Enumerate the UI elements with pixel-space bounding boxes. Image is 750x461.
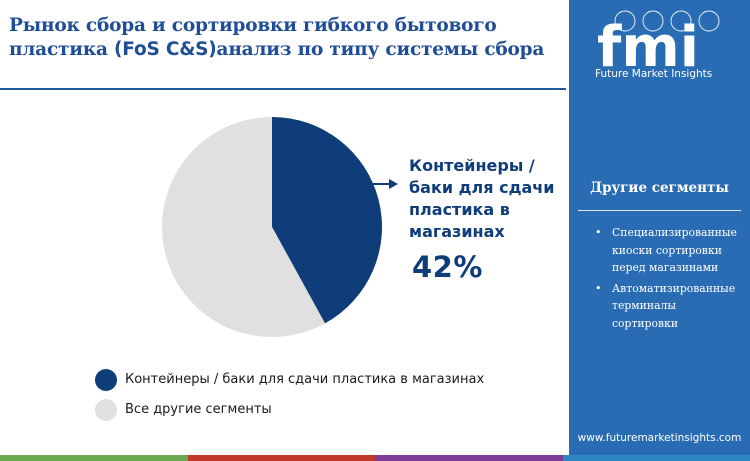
legend: Контейнеры / баки для сдачи пластика в м… <box>95 366 484 426</box>
sidebar-divider <box>578 210 741 211</box>
list-item: • Специализированные киоски сортировки пе… <box>593 224 743 277</box>
fmi-logo: fmi <box>597 10 720 80</box>
list-item-text: Автоматизированные терминалы сортировки <box>612 281 736 330</box>
list-item-text: Специализированные киоски сортировки пер… <box>612 226 737 274</box>
legend-label: Контейнеры / баки для сдачи пластика в м… <box>125 372 485 387</box>
logo-wordmark: fmi <box>597 15 699 80</box>
callout-value: 42% <box>412 250 483 284</box>
pie-slice <box>272 117 382 324</box>
title-line-2-c: анализ по типу системы сбора <box>216 39 545 60</box>
bottom-bar-segment <box>187 455 375 461</box>
legend-item: Контейнеры / баки для сдачи пластика в м… <box>95 366 484 393</box>
list-item: • Автоматизированные терминалы сортировки <box>593 280 743 333</box>
legend-item: Все другие сегменты <box>95 396 484 423</box>
bottom-bar-segment <box>0 455 188 461</box>
pie-chart <box>161 117 398 337</box>
logo-tagline: Future Market Insights <box>595 68 713 80</box>
bullet-icon: • <box>595 281 602 295</box>
bottom-bar-segment <box>375 455 563 461</box>
other-segments-heading: Другие сегменты <box>590 180 729 196</box>
callout-arrow <box>373 179 398 189</box>
title-abbrev: (FoS C&S) <box>114 39 217 60</box>
title-divider <box>0 88 566 90</box>
legend-swatch <box>95 368 117 391</box>
sidebar-panel: fmi Future Market Insights Другие сегмен… <box>569 0 750 461</box>
bullet-icon: • <box>595 226 602 239</box>
website-link[interactable]: www.futuremarketinsights.com <box>577 432 742 444</box>
title-line-1: Рынок сбора и сортировки гибкого бытовог… <box>9 15 497 36</box>
other-segments-list: • Специализированные киоски сортировки пе… <box>593 224 743 335</box>
legend-swatch <box>95 398 117 421</box>
pie-slice <box>161 117 325 337</box>
callout-label: Контейнеры / баки для сдачи пластика в м… <box>409 156 555 241</box>
legend-label: Все другие сегменты <box>125 402 272 417</box>
page-title: Рынок сбора и сортировки гибкого бытовог… <box>9 14 564 62</box>
bottom-bar-segment <box>562 455 750 461</box>
bottom-color-bar <box>0 455 750 461</box>
title-line-2: пластика (FoS C&S)анализ по типу системы… <box>9 38 564 62</box>
title-line-2-a: пластика <box>9 39 115 60</box>
